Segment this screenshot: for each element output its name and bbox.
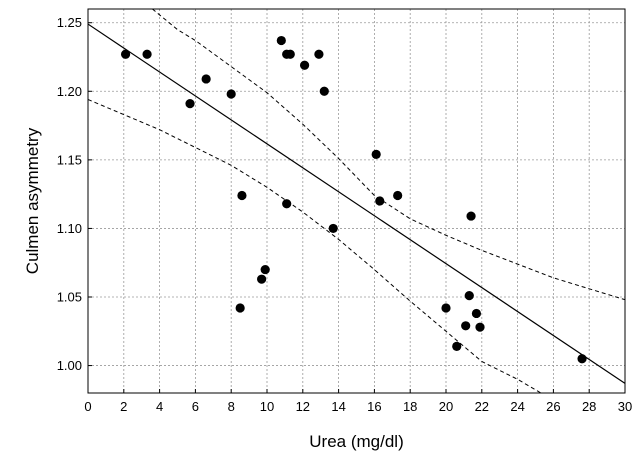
data-point <box>120 49 131 59</box>
x-tick-label: 16 <box>367 399 381 414</box>
y-axis-label: Culmen asymmetry <box>23 127 42 274</box>
data-point <box>319 86 329 96</box>
confidence-bands <box>88 9 625 393</box>
data-point <box>393 190 403 201</box>
data-points <box>120 35 587 364</box>
data-point <box>328 223 338 234</box>
x-tick-label: 24 <box>510 399 524 414</box>
data-point <box>441 303 451 313</box>
ci-upper-line <box>152 9 625 301</box>
x-tick-label: 20 <box>439 399 453 414</box>
data-point <box>452 341 462 351</box>
data-point <box>282 199 292 209</box>
x-tick-label: 28 <box>582 399 596 414</box>
data-point <box>237 190 247 201</box>
x-tick-labels: 0 2 4 6 8 10 12 14 16 18 20 22 24 26 28 30 <box>84 389 632 414</box>
grid <box>87 9 626 393</box>
x-tick-label: 26 <box>546 399 560 414</box>
y-tick-label: 1.25 <box>57 15 82 30</box>
data-point <box>260 264 270 275</box>
data-point <box>466 211 476 221</box>
plot-frame <box>87 8 626 394</box>
data-point <box>185 99 195 109</box>
data-point <box>299 60 310 70</box>
y-tick-label: 1.00 <box>57 358 82 373</box>
ci-lower-line <box>88 99 542 393</box>
data-point <box>235 303 245 313</box>
y-tick-label: 1.15 <box>57 152 82 167</box>
x-tick-label: 10 <box>260 399 274 414</box>
data-point <box>314 49 324 59</box>
x-tick-label: 6 <box>192 399 199 414</box>
x-tick-label: 18 <box>403 399 417 414</box>
data-point <box>461 321 471 331</box>
x-tick-label: 8 <box>228 399 235 414</box>
regression-line-group <box>88 23 625 384</box>
data-point <box>475 322 485 332</box>
y-tick-label: 1.10 <box>57 221 82 236</box>
data-point <box>285 49 295 59</box>
data-point <box>226 89 236 99</box>
data-point <box>375 196 385 206</box>
x-tick-label: 30 <box>618 399 632 414</box>
data-point <box>464 291 474 301</box>
x-tick-label: 0 <box>84 399 91 414</box>
x-tick-label: 2 <box>120 399 127 414</box>
x-tick-label: 14 <box>331 399 345 414</box>
x-tick-label: 4 <box>156 399 163 414</box>
x-tick-label: 22 <box>475 399 489 414</box>
data-point <box>257 274 267 284</box>
y-tick-label: 1.20 <box>57 84 82 99</box>
data-point <box>471 308 482 319</box>
y-tick-label: 1.05 <box>57 290 82 305</box>
data-point <box>201 74 211 84</box>
data-point <box>276 35 286 46</box>
data-point <box>371 149 381 159</box>
data-point <box>142 49 152 59</box>
y-tick-labels: 1.00 1.05 1.10 1.15 1.20 1.25 <box>57 15 92 373</box>
x-tick-label: 12 <box>296 399 310 414</box>
x-axis-label: Urea (mg/dl) <box>309 432 403 451</box>
regression-line <box>88 23 625 384</box>
data-point <box>577 354 587 364</box>
